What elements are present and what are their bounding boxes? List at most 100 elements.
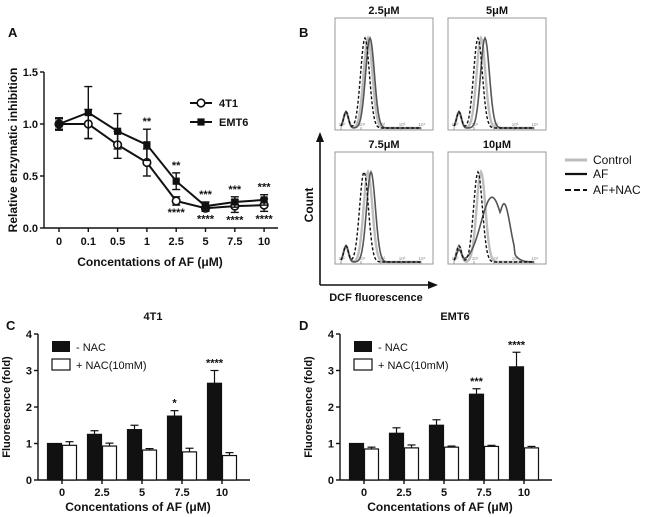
histogram-AF-NAC [453, 36, 534, 129]
y-tick-label: 3 [328, 366, 334, 378]
significance-star: **** [226, 214, 244, 226]
legend-marker-4T1 [196, 98, 206, 108]
bar-plus-nac [523, 447, 540, 481]
point-EMT6 [201, 202, 210, 210]
point-EMT6 [55, 120, 63, 128]
point-4T1 [171, 196, 181, 206]
bar-minus-nac [508, 366, 525, 481]
bar-minus-nac [206, 382, 223, 481]
x-tick-label: 0 [59, 487, 65, 499]
legend-label-plus-nac: + NAC(10mM) [378, 360, 449, 372]
point-EMT6 [84, 108, 92, 117]
histogram-AF-NAC [340, 170, 421, 263]
panel-label-a: A [8, 25, 18, 40]
legend-marker-EMT6 [197, 118, 205, 126]
point-EMT6 [114, 127, 122, 135]
subplot-frame [447, 17, 547, 131]
y-tick-label: 0 [328, 475, 334, 487]
bar-plus-nac [181, 451, 198, 481]
significance-star: * [172, 398, 177, 410]
panel-d: D EMT6 0 1 2 3 4 0 2.5 5 7.5 10 Concentations of AF … [299, 311, 552, 514]
bar-plus-nac [221, 454, 238, 481]
significance-star: **** [197, 213, 215, 225]
subplot-title: 2.5μM [368, 5, 399, 17]
legend-label-plus-nac: + NAC(10mM) [76, 360, 147, 372]
dcf-fluorescence-label: DCF fluorescence [329, 292, 423, 304]
series-line-EMT6 [58, 111, 265, 208]
point-EMT6 [143, 141, 151, 149]
bar-plus-nac [61, 444, 78, 481]
x-axis-label: Concentations of AF (μM) [65, 500, 211, 514]
significance-star: *** [470, 376, 484, 388]
y-tick-label: 0.5 [23, 171, 38, 183]
significance-star: ** [172, 160, 181, 172]
x-tick-label: 10⁴ [532, 122, 539, 127]
x-tick-label: 2.5 [94, 487, 109, 499]
y-axis-label: Fluorescence (fold) [303, 356, 315, 458]
x-tick-label: 1 [144, 236, 150, 248]
y-tick-label: 1.5 [23, 67, 38, 79]
legend-swatch-plus-nac [353, 358, 373, 371]
x-tick-label: 10⁴ [419, 122, 426, 127]
bar-plus-nac [403, 447, 420, 481]
y-tick-label: 1 [328, 439, 334, 451]
panel-c: C 4T1 0 1 2 3 4 0 2.5 5 7.5 10 Concentations of AF (… [1, 311, 250, 514]
x-tick-label: 10⁴ [532, 256, 539, 261]
significance-star: ** [143, 116, 152, 128]
significance-star: **** [168, 207, 186, 219]
legend-label-4T1: 4T1 [219, 98, 238, 110]
legend-label-AF-NAC: AF+NAC [593, 183, 641, 197]
x-tick-label: 10¹ [359, 256, 366, 261]
x-tick-label: 10⁴ [419, 256, 426, 261]
x-tick-label: 10¹ [472, 122, 479, 127]
bar-minus-nac [348, 442, 365, 481]
legend-swatch-plus-nac [51, 358, 71, 371]
count-label: Count [302, 188, 316, 223]
arrow-head-right [428, 281, 438, 289]
x-tick-label: 10³ [399, 122, 406, 127]
histogram-AF-NAC [453, 170, 534, 263]
x-tick-label: 10³ [512, 256, 519, 261]
y-tick-label: 3 [26, 366, 32, 378]
chart-title: 4T1 [144, 311, 163, 323]
panel-label: D [299, 318, 308, 333]
subplot-frame [334, 151, 434, 265]
y-axis-label: Fluorescence (fold) [1, 356, 13, 458]
bar-plus-nac [443, 446, 460, 481]
y-tick-label: 4 [328, 329, 335, 341]
histogram-AF [453, 35, 534, 129]
point-EMT6 [231, 198, 239, 206]
histogram-AF [453, 196, 535, 263]
chart-title: EMT6 [440, 311, 469, 323]
x-tick-label: 0 [361, 487, 367, 499]
bar-minus-nac [46, 442, 63, 481]
bar-minus-nac [86, 433, 103, 481]
point-EMT6 [260, 196, 268, 204]
histogram-AF [340, 169, 421, 263]
panel-a: A 0.0 0.5 1.0 1.5 0 0.1 0.5 1 2.5 5 7.5 10 Concentati… [6, 25, 278, 269]
bar-minus-nac [428, 424, 445, 481]
x-tick-label: 0.1 [81, 236, 96, 248]
y-tick-label: 4 [26, 329, 33, 341]
x-tick-label: 0.5 [110, 236, 125, 248]
arrow-head-up [316, 132, 324, 142]
x-axis-label: Concentations of AF (μM) [367, 500, 513, 514]
significance-star: **** [256, 213, 274, 225]
subplot-frame [447, 151, 547, 265]
x-tick-label: 7.5 [476, 487, 491, 499]
x-tick-label: 10 [258, 236, 270, 248]
legend-label-Control: Control [593, 153, 632, 167]
x-tick-label: 10¹ [472, 256, 479, 261]
y-tick-label: 1 [26, 439, 32, 451]
legend-swatch-minus-nac [354, 341, 372, 352]
subplot-frame [334, 17, 434, 131]
histogram-Control [339, 34, 421, 130]
bar-plus-nac [141, 449, 158, 481]
significance-star: *** [199, 189, 213, 201]
y-tick-label: 1.0 [23, 119, 38, 131]
x-tick-label: 10² [379, 122, 386, 127]
legend-swatch-minus-nac [52, 341, 70, 352]
subplot-title: 5μM [486, 5, 508, 17]
y-tick-label: 0 [26, 475, 32, 487]
